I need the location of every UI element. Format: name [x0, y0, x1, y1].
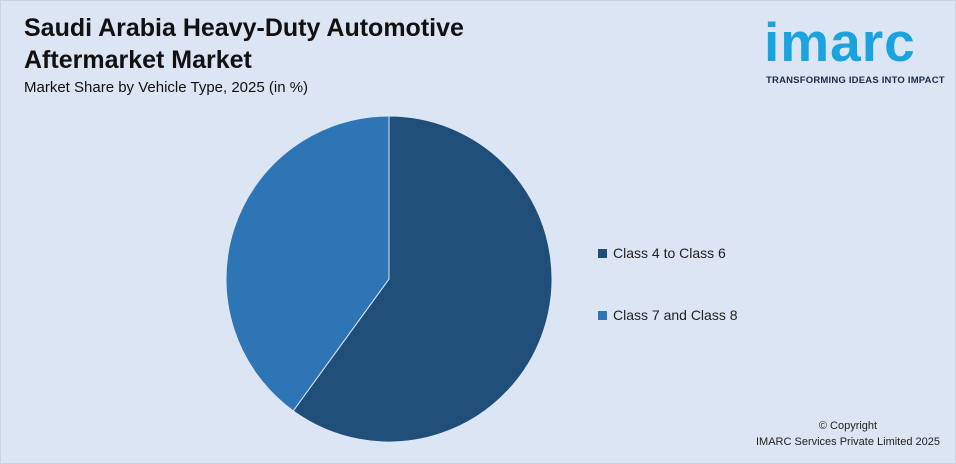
legend-label-class-4-to-6: Class 4 to Class 6 [613, 245, 726, 261]
copyright-notice: © Copyright IMARC Services Private Limit… [756, 418, 940, 450]
logo-tagline: TRANSFORMING IDEAS INTO IMPACT [766, 75, 945, 86]
chart-title: Saudi Arabia Heavy-Duty Automotive After… [24, 14, 464, 74]
imarc-logo: imarc TRANSFORMING IDEAS INTO IMPACT [762, 10, 948, 90]
legend-label-class-7-and-8: Class 7 and Class 8 [613, 307, 738, 323]
copyright-line-2: IMARC Services Private Limited 2025 [755, 436, 940, 448]
legend-item-class-4-to-6: Class 4 to Class 6 [598, 243, 738, 263]
copyright-line-1: © Copyright [818, 420, 878, 432]
logo-wordmark: imarc [764, 11, 916, 73]
legend-item-class-7-and-8: Class 7 and Class 8 [598, 305, 738, 325]
chart-legend: Class 4 to Class 6 Class 7 and Class 8 [598, 243, 738, 367]
legend-swatch-class-7-and-8 [598, 310, 607, 320]
pie-slice-class-7-and-class-8 [225, 115, 390, 412]
pie-slice-class-4-to-class-6 [292, 115, 553, 443]
legend-swatch-class-4-to-6 [598, 248, 607, 258]
chart-subtitle: Market Share by Vehicle Type, 2025 (in %… [24, 79, 309, 96]
